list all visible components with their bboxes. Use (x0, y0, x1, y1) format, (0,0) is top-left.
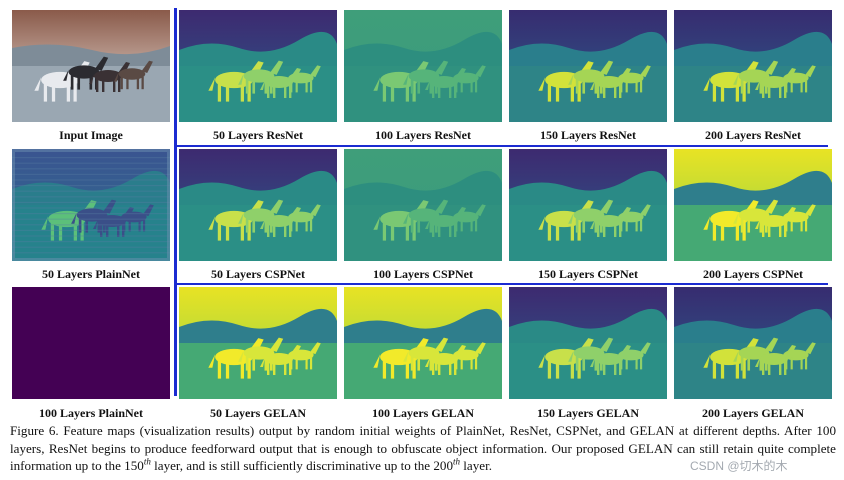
label-150-layers-resnet: 150 Layers ResNet (540, 128, 636, 142)
label-100-layers-plainnet: 100 Layers PlainNet (39, 406, 143, 420)
feature-map-50-layers-plainnet (12, 149, 170, 261)
feature-map-100-layers-plainnet (12, 287, 170, 399)
label-50-layers-cspnet: 50 Layers CSPNet (211, 267, 305, 281)
feature-map-150-layers-cspnet (509, 149, 667, 261)
feature-map-200-layers-gelan (674, 287, 832, 399)
label-100-layers-resnet: 100 Layers ResNet (375, 128, 471, 142)
feature-map-150-layers-gelan (509, 287, 667, 399)
label-200-layers-cspnet: 200 Layers CSPNet (703, 267, 803, 281)
label-150-layers-cspnet: 150 Layers CSPNet (538, 267, 638, 281)
label-200-layers-gelan: 200 Layers GELAN (702, 406, 804, 420)
label-100-layers-cspnet: 100 Layers CSPNet (373, 267, 473, 281)
feature-map-150-layers-resnet (509, 10, 667, 122)
feature-map-200-layers-resnet (674, 10, 832, 122)
feature-map-100-layers-resnet (344, 10, 502, 122)
horizontal-separator-1 (176, 145, 828, 147)
label-100-layers-gelan: 100 Layers GELAN (372, 406, 474, 420)
feature-map-50-layers-resnet (179, 10, 337, 122)
label-200-layers-resnet: 200 Layers ResNet (705, 128, 801, 142)
feature-map-50-layers-gelan (179, 287, 337, 399)
horizontal-separator-2 (176, 283, 828, 285)
feature-map-input-image (12, 10, 170, 122)
feature-map-100-layers-gelan (344, 287, 502, 399)
feature-map-200-layers-cspnet (674, 149, 832, 261)
feature-map-50-layers-cspnet (179, 149, 337, 261)
feature-map-100-layers-cspnet (344, 149, 502, 261)
vertical-separator (174, 8, 177, 396)
label-50-layers-plainnet: 50 Layers PlainNet (42, 267, 140, 281)
figure-caption: Figure 6. Feature maps (visualization re… (10, 423, 836, 473)
watermark: CSDN @切木的木 (690, 459, 788, 473)
label-50-layers-resnet: 50 Layers ResNet (213, 128, 303, 142)
label-50-layers-gelan: 50 Layers GELAN (210, 406, 306, 420)
label-input-image: Input Image (59, 128, 123, 142)
label-150-layers-gelan: 150 Layers GELAN (537, 406, 639, 420)
